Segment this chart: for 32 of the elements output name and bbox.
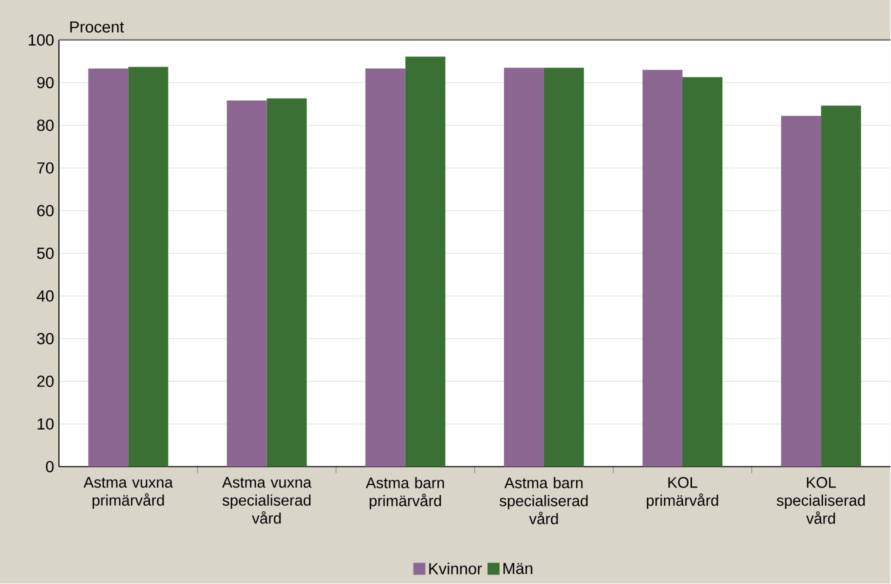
- bar: [821, 106, 862, 467]
- x-tick-label: KOL specialiserad vård: [776, 477, 865, 524]
- y-tick-label: 50: [37, 248, 54, 260]
- y-tick-label: 20: [37, 376, 54, 388]
- y-tick-label: 0: [46, 461, 54, 473]
- y-tick-label: 100: [28, 34, 54, 46]
- y-tick-label: 80: [37, 120, 54, 132]
- bar: [682, 77, 722, 467]
- y-tick-label: 70: [37, 162, 54, 174]
- y-tick-label: 10: [38, 418, 54, 430]
- bar: [365, 68, 406, 467]
- x-tick-label: Astma vuxna specialiserad vård: [222, 477, 312, 524]
- x-tick-label: Astma barn specialiserad vård: [500, 477, 588, 524]
- y-tick-label: 30: [37, 333, 54, 344]
- bar: [544, 68, 584, 467]
- bar: [128, 67, 168, 467]
- x-tick-label: Astma barn primärvård: [366, 477, 444, 510]
- bar: [642, 70, 682, 467]
- bar: [781, 116, 822, 467]
- x-tick-label: Astma vuxna primärvård: [84, 477, 173, 509]
- y-axis-title: Procent: [70, 22, 124, 33]
- y-tick-label: 40: [36, 290, 54, 302]
- y-tick-label: 60: [37, 205, 54, 216]
- bar: [226, 100, 267, 467]
- bar: [266, 98, 307, 467]
- bar: [504, 68, 544, 467]
- x-tick-label: KOL primärvård: [646, 477, 718, 510]
- bar: [405, 56, 446, 467]
- legend-label: Kvinnor: [429, 562, 482, 575]
- y-tick-label: 90: [37, 77, 54, 88]
- legend-label: Män: [504, 563, 532, 574]
- bar: [88, 68, 128, 467]
